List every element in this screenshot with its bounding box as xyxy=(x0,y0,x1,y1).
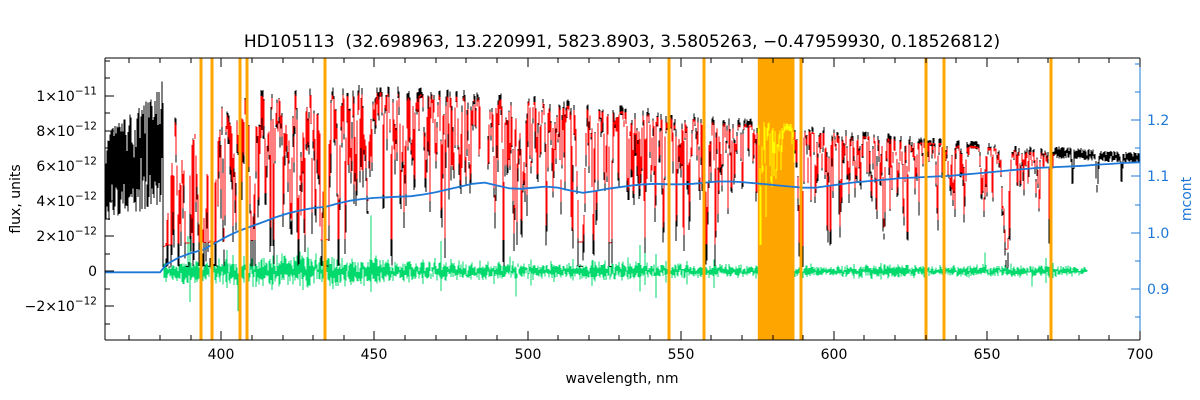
model-spectrum-series xyxy=(163,92,1055,251)
y-right-tick-label: 1.1 xyxy=(1147,169,1169,185)
axis-frame: 400 450 500 550 600 650 700 1×10−11 8×10−12 6×10−… xyxy=(25,57,1169,363)
mask-band xyxy=(757,58,795,340)
telluric-mask-band xyxy=(757,58,795,340)
continuum-series xyxy=(105,161,1141,274)
x-axis-label: wavelength, nm xyxy=(566,371,679,387)
y-axis-label-right: mcont xyxy=(1179,176,1195,221)
y-left-tick-label: 6×10−12 xyxy=(36,156,97,176)
y-left-tick-label: −2×10−12 xyxy=(25,296,97,316)
x-tick-label: 550 xyxy=(668,347,695,363)
y-left-tick-label: 2×10−12 xyxy=(36,226,97,246)
continuum-path xyxy=(105,161,1141,274)
model-spectrum-path xyxy=(163,92,1055,251)
x-tick-label: 500 xyxy=(515,347,542,363)
y-right-tick-label: 1.2 xyxy=(1147,113,1169,129)
mask-lines xyxy=(199,58,1053,340)
x-tick-label: 400 xyxy=(208,347,235,363)
residual-path xyxy=(163,215,1088,311)
masked-model-series xyxy=(757,122,795,246)
x-tick-label: 600 xyxy=(821,347,848,363)
y-left-tick-label: 1×10−11 xyxy=(36,86,97,106)
y-right-tick-label: 0.9 xyxy=(1147,282,1169,298)
x-tick-label: 650 xyxy=(974,347,1001,363)
residual-series xyxy=(163,215,1088,311)
x-tick-label: 450 xyxy=(361,347,388,363)
y-axis-label-left: flux, units xyxy=(8,164,24,233)
y-left-tick-label: 4×10−12 xyxy=(36,191,97,211)
y-right-tick-label: 1.0 xyxy=(1147,226,1169,242)
x-tick-label: 700 xyxy=(1127,347,1154,363)
y-left-tick-label: 8×10−12 xyxy=(36,121,97,141)
masked-model-path xyxy=(757,122,795,246)
y-left-tick-label: 0 xyxy=(88,264,97,280)
chart-title: HD105113 (32.698963, 13.220991, 5823.890… xyxy=(244,32,1000,52)
